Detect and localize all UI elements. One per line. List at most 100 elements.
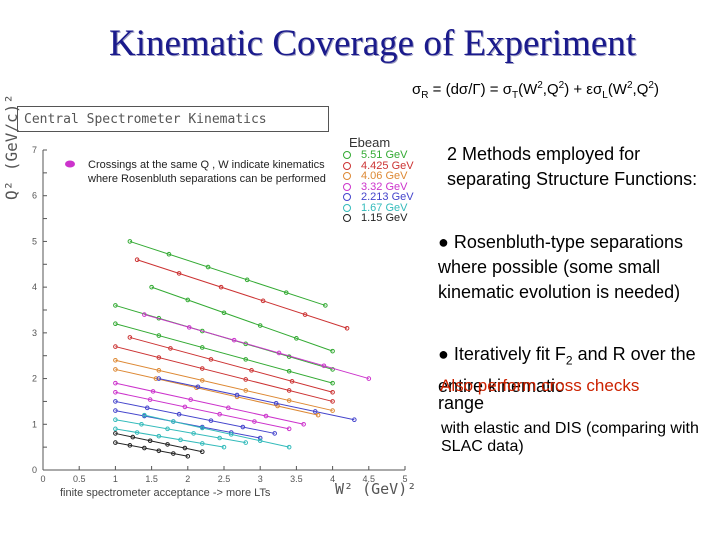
legend-item: 1.15 GeV (343, 212, 414, 224)
legend: Ebeam 5.51 GeV 4.425 GeV 4.06 GeV 3.32 GeV 2… (343, 135, 414, 224)
kinematic-line (115, 428, 225, 448)
data-point (185, 453, 191, 459)
data-point (273, 400, 279, 406)
data-point (315, 412, 321, 418)
data-point (249, 368, 254, 373)
data-point (156, 376, 162, 381)
data-point (153, 376, 159, 381)
bullet2-text-b: and R over the entire kinematic (438, 344, 696, 396)
kinematic-line (129, 240, 326, 306)
legend-label: 5.51 GeV (361, 149, 408, 162)
kinematic-line (158, 378, 355, 421)
data-point (156, 333, 162, 338)
page-title: Kinematic Coverage of Experiment (108, 23, 637, 64)
data-point (113, 344, 118, 349)
data-point (113, 440, 118, 445)
y-tick-label: 3 (32, 328, 37, 338)
data-point (286, 388, 292, 393)
y-tick-label: 1 (32, 419, 37, 429)
legend-label: 2.213 GeV (361, 191, 414, 204)
data-point (191, 431, 196, 436)
data-point (156, 448, 162, 454)
x-tick-label: 5 (402, 474, 407, 484)
x-tick-label: 1.5 (145, 474, 158, 484)
data-point (330, 408, 335, 413)
data-point (243, 357, 249, 362)
legend-marker-icon (343, 203, 351, 212)
data-point (240, 424, 246, 430)
kinematic-line (115, 359, 333, 412)
data-point (195, 384, 201, 390)
data-point (134, 430, 140, 435)
x-tick-label: 3 (258, 474, 263, 484)
legend-item: 3.32 GeV (343, 180, 414, 193)
legend-item: 5.51 GeV (343, 149, 414, 162)
kinematic-line (144, 414, 290, 448)
x-tick-label: 4 (330, 474, 335, 484)
data-point (171, 419, 176, 424)
kinematic-line (144, 314, 369, 380)
data-point (142, 412, 147, 418)
data-point (142, 312, 147, 317)
data-point (221, 310, 227, 316)
data-point (156, 355, 162, 360)
data-point (178, 437, 183, 443)
data-point (243, 440, 249, 445)
data-point (289, 379, 295, 384)
x-tick-label: 4.5 (363, 474, 376, 484)
legend-label: 1.67 GeV (361, 201, 408, 214)
data-point (330, 399, 335, 404)
legend-title: Ebeam (349, 135, 391, 150)
x-tick-label: 1 (113, 474, 118, 484)
data-point (139, 421, 144, 427)
data-point (165, 442, 170, 447)
data-point (263, 413, 269, 419)
x-tick-label: 2.5 (218, 474, 231, 484)
data-point (260, 298, 266, 304)
legend-marker-icon (343, 193, 351, 202)
data-point (127, 443, 133, 448)
data-point (366, 376, 372, 381)
data-point (301, 421, 306, 427)
y-tick-label: 6 (32, 191, 37, 201)
data-point (171, 451, 176, 456)
data-point (243, 388, 249, 393)
x-axis-label: W² (GeV)² (335, 480, 417, 498)
range-word: range (438, 393, 485, 413)
data-point (149, 284, 154, 290)
data-point (294, 336, 299, 341)
data-point (182, 445, 188, 451)
legend-item: 4.425 GeV (343, 160, 414, 172)
data-point (144, 405, 150, 411)
data-point (113, 417, 118, 423)
legend-item: 4.06 GeV (343, 170, 414, 183)
data-point (156, 368, 162, 373)
legend-label: 4.06 GeV (361, 170, 408, 183)
cross-checks-note: Also perform cross checks (440, 376, 640, 395)
bullet2-sub: 2 (565, 353, 573, 368)
data-point (168, 346, 173, 351)
data-point (113, 408, 118, 413)
data-point (257, 323, 263, 328)
kinematic-line (115, 346, 333, 402)
bullet-iterative-fit: ● Iteratively fit F2 and R over the enti… (438, 342, 720, 399)
data-point (199, 378, 205, 383)
bullet-rosenbluth: ● Rosenbluth-type separations where poss… (438, 232, 684, 302)
legend-label: 3.32 GeV (361, 180, 408, 193)
data-point (323, 303, 328, 308)
data-point (113, 389, 118, 395)
y-tick-label: 7 (32, 145, 37, 155)
data-point (221, 444, 227, 450)
data-point (113, 431, 118, 436)
data-point (286, 426, 292, 432)
kinematic-line (115, 382, 304, 425)
kinematic-line (129, 336, 333, 393)
y-tick-label: 5 (32, 236, 37, 246)
kinematic-line (151, 286, 333, 352)
data-point (165, 426, 170, 432)
data-point (344, 325, 350, 331)
kinematic-line (115, 391, 290, 430)
acceptance-note: finite spectrometer acceptance -> more L… (60, 487, 271, 499)
methods-heading: 2 Methods employed for separating Struct… (447, 144, 698, 189)
x-tick-label: 0.5 (73, 474, 86, 484)
